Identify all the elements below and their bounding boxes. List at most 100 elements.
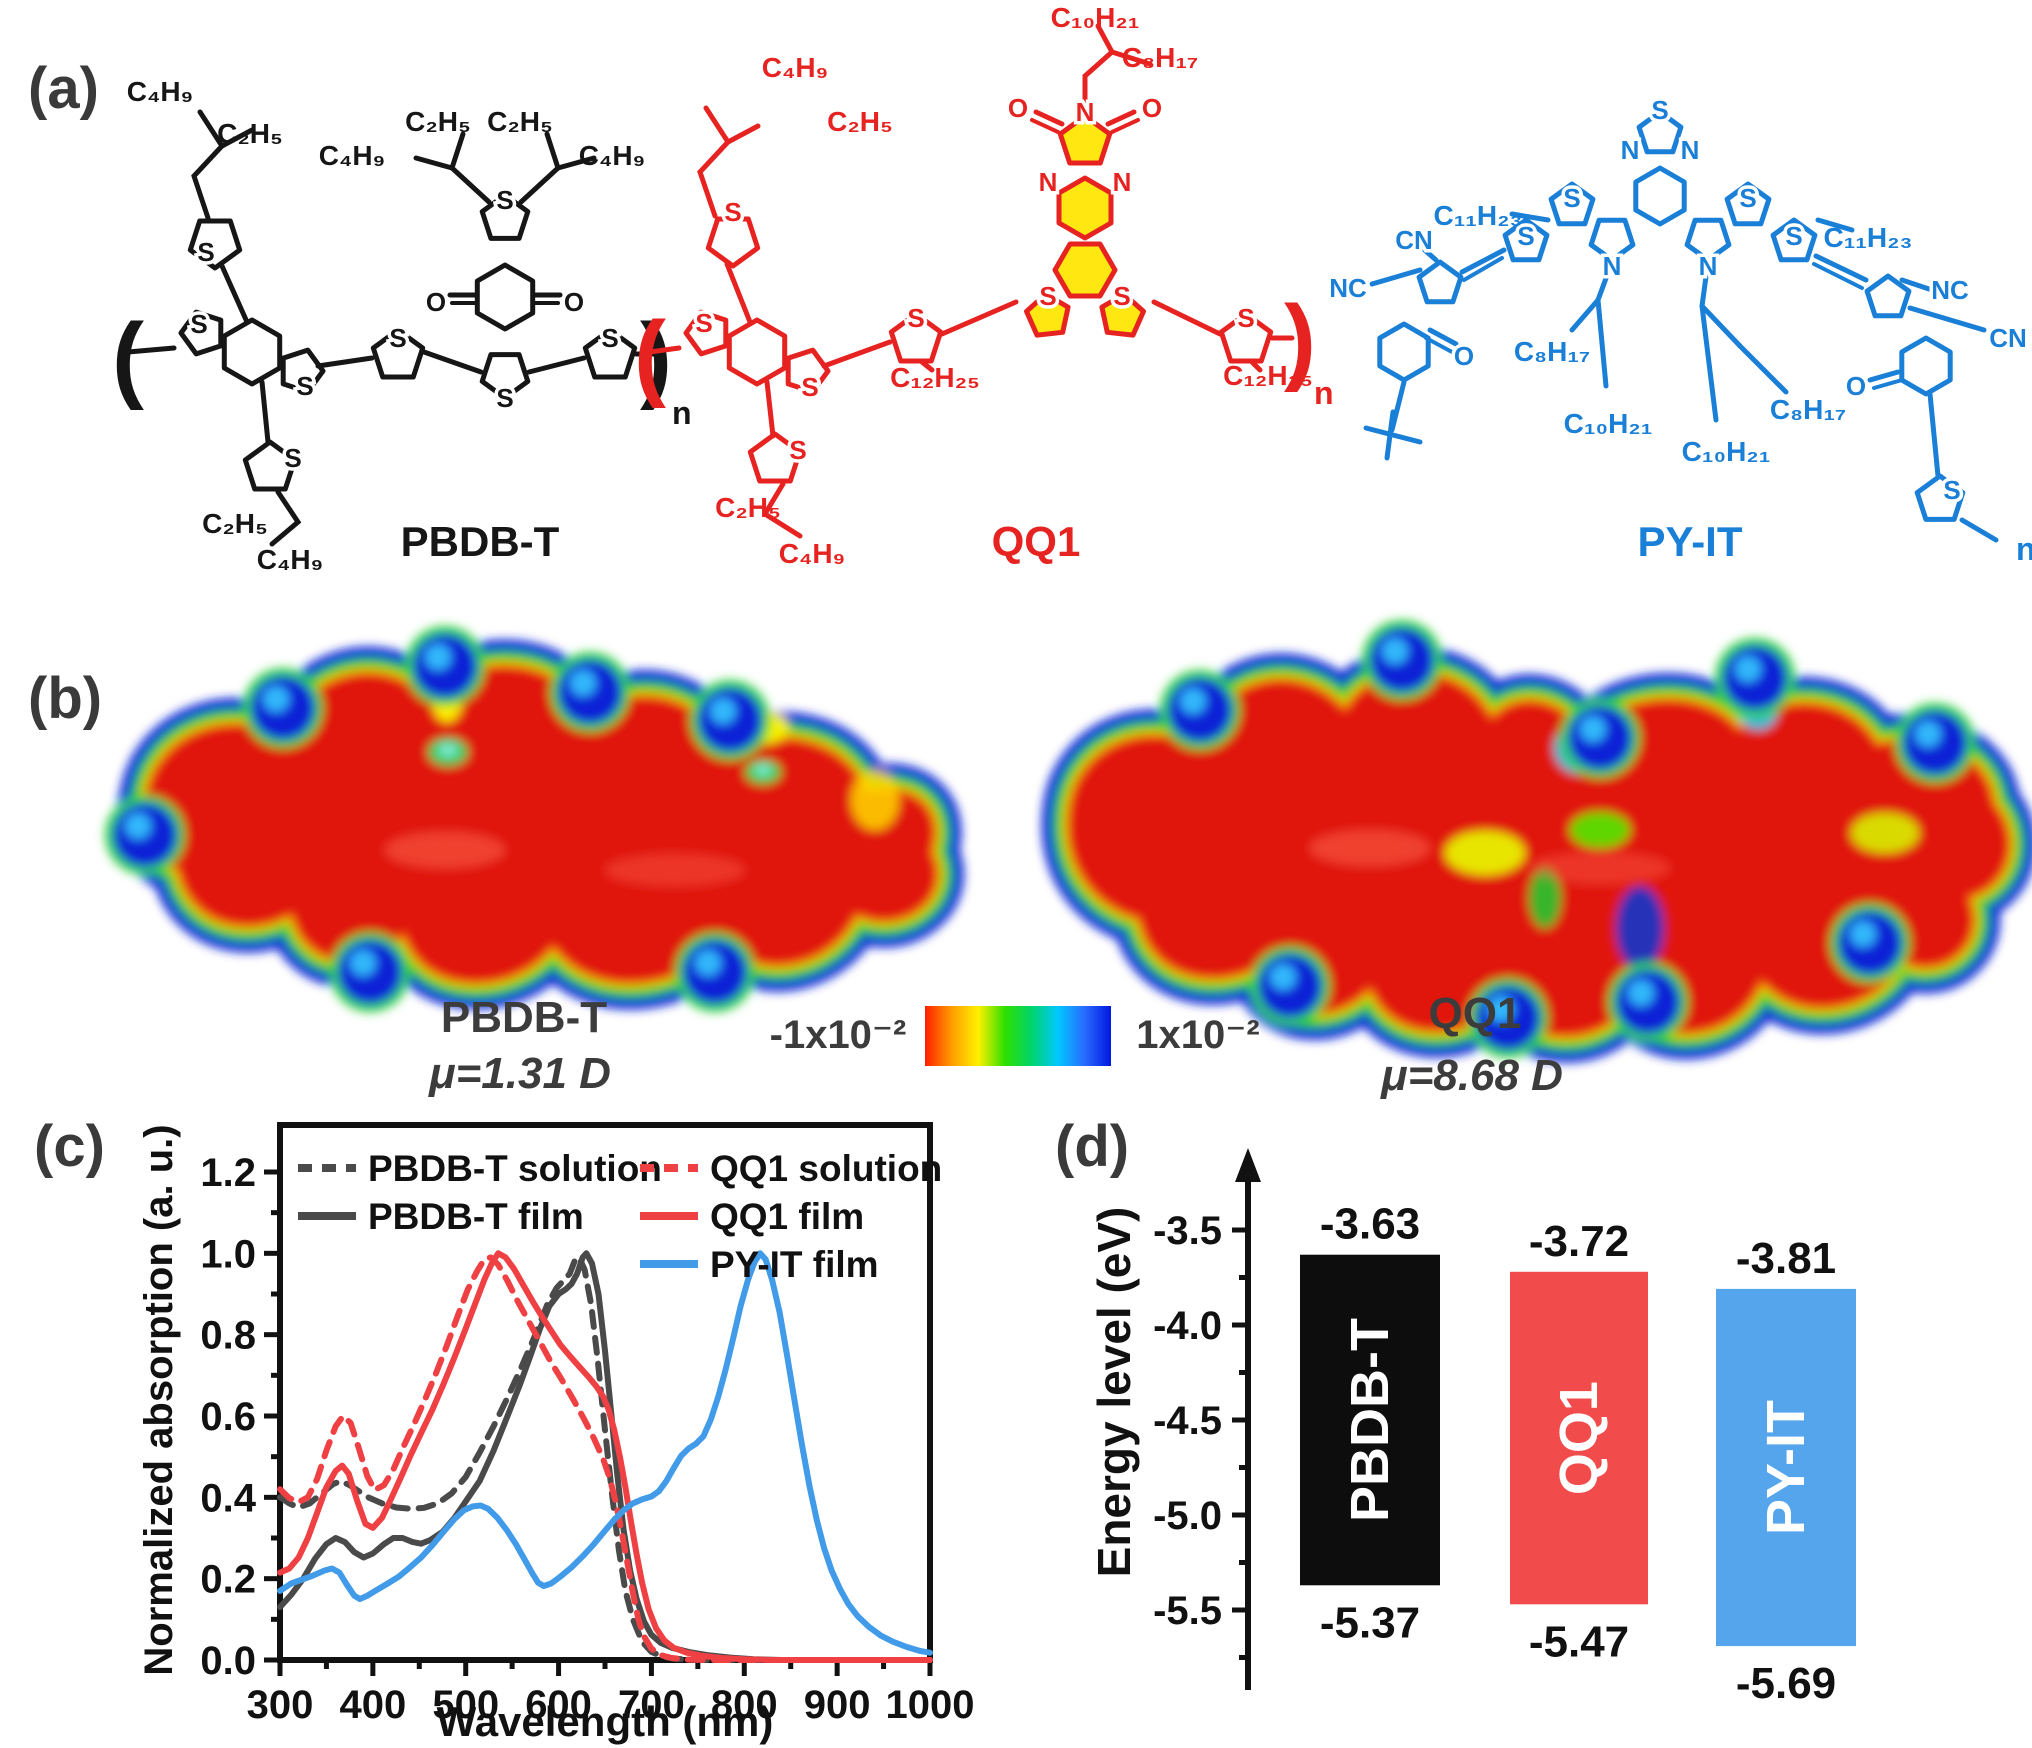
legend-label: QQ1 film bbox=[710, 1196, 864, 1237]
molecule-name-pyit: PY-IT bbox=[1637, 518, 1742, 565]
panel-a-label: (a) bbox=[28, 56, 99, 121]
x-tick-label: 300 bbox=[247, 1683, 314, 1727]
homo-value: -5.69 bbox=[1736, 1659, 1836, 1708]
panel-c-label: (c) bbox=[34, 1114, 105, 1179]
y-tick-label: 0.0 bbox=[200, 1639, 256, 1683]
energy-bar-name: PBDB-T bbox=[1340, 1318, 1400, 1522]
legend-item-qq1-film: QQ1 film bbox=[640, 1196, 864, 1237]
atom-label-s: S bbox=[1651, 95, 1668, 125]
energy-tick-label: -4.5 bbox=[1153, 1399, 1222, 1443]
atom-label-s: S bbox=[724, 197, 741, 227]
x-tick-label: 400 bbox=[339, 1683, 406, 1727]
atom-label-s: S bbox=[197, 237, 214, 267]
atom-label-nc: NC bbox=[1329, 273, 1367, 303]
atom-label-s: S bbox=[1943, 475, 1960, 505]
atom-label-n: N bbox=[1076, 97, 1095, 127]
atom-label-n: N bbox=[1699, 251, 1718, 281]
x-tick-label: 600 bbox=[525, 1683, 592, 1727]
panel-d-energy-diagram: -3.5 -4.0 -4.5 -5.0 -5.5 PBDB-T -3.63 -5.37 QQ1 -… bbox=[1153, 1148, 1856, 1708]
side-chain-label: C₁₂H₂₅ bbox=[890, 362, 980, 393]
y-tick-label: 0.8 bbox=[200, 1314, 256, 1358]
repeat-unit-label: n bbox=[672, 395, 692, 431]
atom-label-s: S bbox=[296, 371, 313, 401]
side-chain-label: C₄H₉ bbox=[257, 544, 323, 575]
side-chain-label: C₈H₁₇ bbox=[1122, 42, 1198, 73]
legend-label: PBDB-T film bbox=[368, 1196, 584, 1237]
atom-label-s: S bbox=[1563, 183, 1580, 213]
side-chain-label: C₂H₅ bbox=[217, 118, 283, 149]
series-py-it-film bbox=[277, 1250, 933, 1656]
esp-colorbar-min: -1x10⁻² bbox=[770, 1013, 907, 1057]
atom-label-s: S bbox=[1039, 281, 1056, 311]
energy-tick-label: -5.0 bbox=[1153, 1494, 1222, 1538]
svg-text:): ) bbox=[640, 304, 672, 411]
energy-bar-name: PY-IT bbox=[1756, 1400, 1816, 1535]
y-tick-label: 1.2 bbox=[200, 1151, 256, 1195]
repeat-unit-label: n bbox=[2016, 531, 2032, 567]
side-chain-label: C₂H₅ bbox=[715, 492, 781, 523]
atom-label-s: S bbox=[801, 372, 818, 402]
legend-label: PBDB-T solution bbox=[368, 1148, 662, 1189]
panel-b-label: (b) bbox=[28, 666, 102, 731]
energy-bar-name: QQ1 bbox=[1549, 1381, 1609, 1495]
side-chain-label: C₂H₅ bbox=[202, 508, 268, 539]
homo-value: -5.47 bbox=[1529, 1617, 1629, 1666]
atom-label-s: S bbox=[695, 308, 712, 338]
side-chain-label: C₁₀H₂₁ bbox=[1564, 408, 1653, 439]
atom-label-s: S bbox=[1785, 221, 1802, 251]
esp-colorbar bbox=[925, 1006, 1111, 1066]
side-chain-label: C₂H₅ bbox=[487, 106, 553, 137]
atom-label-s: S bbox=[496, 185, 513, 215]
esp-left-dipole: μ=1.31 D bbox=[427, 1049, 611, 1098]
atom-label-s: S bbox=[496, 383, 513, 413]
side-chain-label: C₈H₁₇ bbox=[1770, 394, 1846, 425]
panel-d-label: (d) bbox=[1055, 1114, 1129, 1179]
homo-value: -5.37 bbox=[1320, 1598, 1420, 1647]
svg-text:(: ( bbox=[634, 302, 666, 409]
x-axis-title: Wavelength (nm) bbox=[437, 1698, 774, 1745]
esp-surface-qq1 bbox=[1041, 620, 2032, 1063]
atom-label-o: O bbox=[1142, 93, 1162, 123]
series-pbdb-t-solution bbox=[277, 1254, 933, 1663]
x-tick-label: 700 bbox=[618, 1683, 685, 1727]
energy-bar-pbdb-t: PBDB-T -3.63 -5.37 bbox=[1300, 1200, 1440, 1647]
lumo-value: -3.72 bbox=[1529, 1217, 1629, 1266]
y-tick-label: 0.4 bbox=[200, 1476, 256, 1520]
molecule-name-qq1: QQ1 bbox=[992, 518, 1081, 565]
side-chain-label: C₁₁H₂₃ bbox=[1434, 200, 1523, 231]
panel-b-esp-surfaces bbox=[105, 620, 2032, 1063]
atom-label-s: S bbox=[1739, 183, 1756, 213]
side-chain-label: C₁₀H₂₁ bbox=[1051, 2, 1140, 33]
atom-label-s: S bbox=[1237, 303, 1254, 333]
atom-label-n: N bbox=[1113, 167, 1132, 197]
side-chain-label: C₂H₅ bbox=[405, 106, 471, 137]
x-tick-label: 900 bbox=[804, 1683, 871, 1727]
series-qq1-solution bbox=[277, 1254, 933, 1663]
y-tick-label: 0.6 bbox=[200, 1395, 256, 1439]
legend-item-pbdb-t-solution: PBDB-T solution bbox=[298, 1148, 662, 1189]
energy-bar-qq1: QQ1 -3.72 -5.47 bbox=[1510, 1217, 1648, 1666]
repeat-unit-label: n bbox=[1314, 375, 1334, 411]
esp-right-dipole: μ=8.68 D bbox=[1379, 1051, 1563, 1100]
energy-tick-label: -3.5 bbox=[1153, 1209, 1222, 1253]
legend-item-pbdb-t-film: PBDB-T film bbox=[298, 1196, 584, 1237]
side-chain-label: C₈H₁₇ bbox=[1514, 336, 1590, 367]
side-chain-label: C₄H₉ bbox=[319, 140, 385, 171]
x-tick-label: 500 bbox=[432, 1683, 499, 1727]
energy-axis-title: Energy level (eV) bbox=[1088, 1207, 1140, 1578]
energy-bar-py-it: PY-IT -3.81 -5.69 bbox=[1716, 1234, 1856, 1708]
side-chain-label: C₁₂H₂₅ bbox=[1223, 360, 1313, 391]
atom-label-s: S bbox=[907, 303, 924, 333]
legend-label: PY-IT film bbox=[710, 1244, 879, 1285]
atom-label-s: S bbox=[190, 309, 207, 339]
side-chain-label: C₄H₉ bbox=[762, 52, 828, 83]
energy-tick-label: -5.5 bbox=[1153, 1589, 1222, 1633]
atom-label-cn: CN bbox=[1989, 323, 2027, 353]
atom-label-o: O bbox=[1008, 93, 1028, 123]
molecule-name-pbdbt: PBDB-T bbox=[401, 518, 560, 565]
atom-label-o: O bbox=[1846, 371, 1866, 401]
